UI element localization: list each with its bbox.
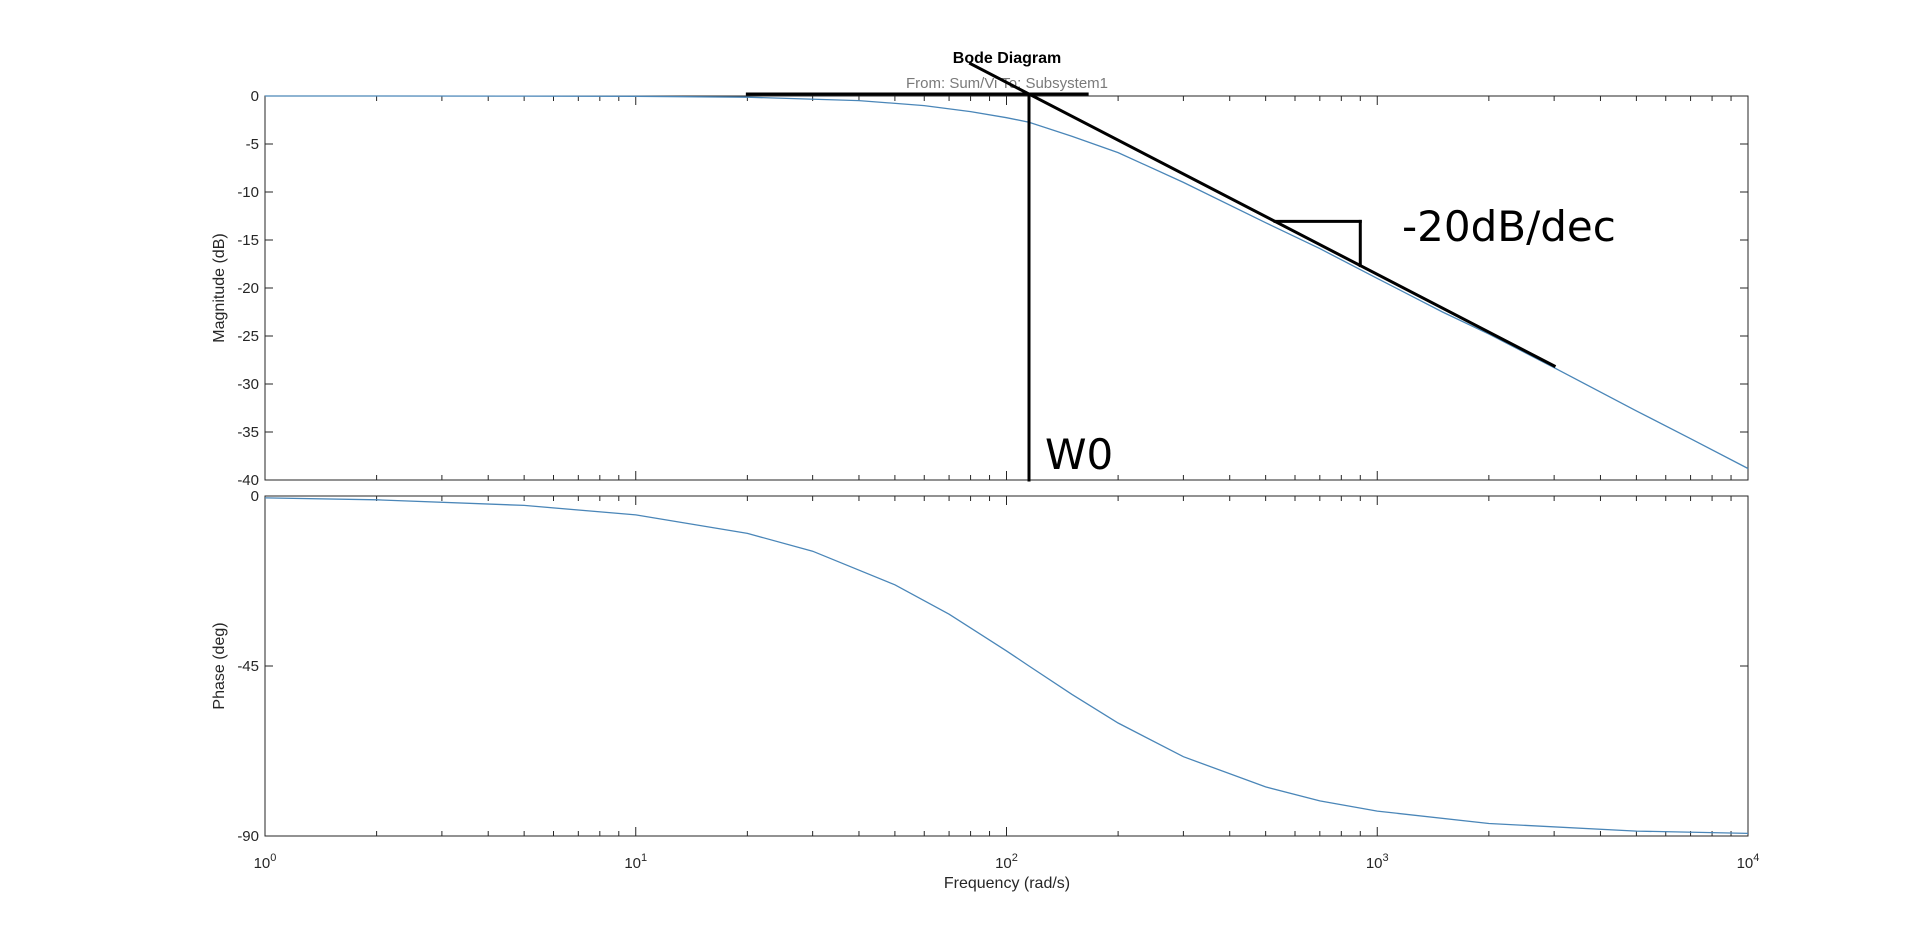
phase-panel: 0 -45 -90 Phase (deg) xyxy=(211,488,1749,845)
x-tick-label: 100 xyxy=(254,852,277,872)
ph-ytick-label: -90 xyxy=(237,828,259,845)
slope-asymptote-line xyxy=(968,61,1557,368)
magnitude-series-line xyxy=(265,95,1749,470)
phase-plot-frame xyxy=(264,495,1749,837)
ph-ytick-label: -45 xyxy=(237,658,259,675)
magnitude-plot-frame xyxy=(264,95,1749,481)
mag-ytick-label: -40 xyxy=(237,472,259,489)
mag-ytick-label: 0 xyxy=(251,88,259,105)
x-tick-label: 103 xyxy=(1366,852,1389,872)
chart-title: Bode Diagram xyxy=(953,50,1061,67)
magnitude-ylabel: Magnitude (dB) xyxy=(211,233,228,342)
ph-ytick-label: 0 xyxy=(251,488,259,505)
mag-ytick-label: -35 xyxy=(237,424,259,441)
x-tick-label: 101 xyxy=(624,852,647,872)
x-axis-label: Frequency (rad/s) xyxy=(944,875,1070,892)
phase-ylabel: Phase (deg) xyxy=(211,622,228,709)
magnitude-panel: 0-5-10-15-20-25-30-35-40 Magnitude (dB) … xyxy=(211,61,1749,489)
mag-ytick-label: -30 xyxy=(237,376,259,393)
corner-frequency-label: W0 xyxy=(1045,430,1113,479)
mag-ytick-label: -5 xyxy=(246,136,259,153)
x-tick-label: 104 xyxy=(1737,852,1760,872)
slope-label: -20dB/dec xyxy=(1402,202,1616,251)
mag-ytick-label: -25 xyxy=(237,328,259,345)
x-tick-label: 102 xyxy=(995,852,1018,872)
mag-ytick-label: -10 xyxy=(237,184,259,201)
phase-series-line xyxy=(264,497,1749,835)
mag-ytick-label: -15 xyxy=(237,232,259,249)
mag-ytick-label: -20 xyxy=(237,280,259,297)
